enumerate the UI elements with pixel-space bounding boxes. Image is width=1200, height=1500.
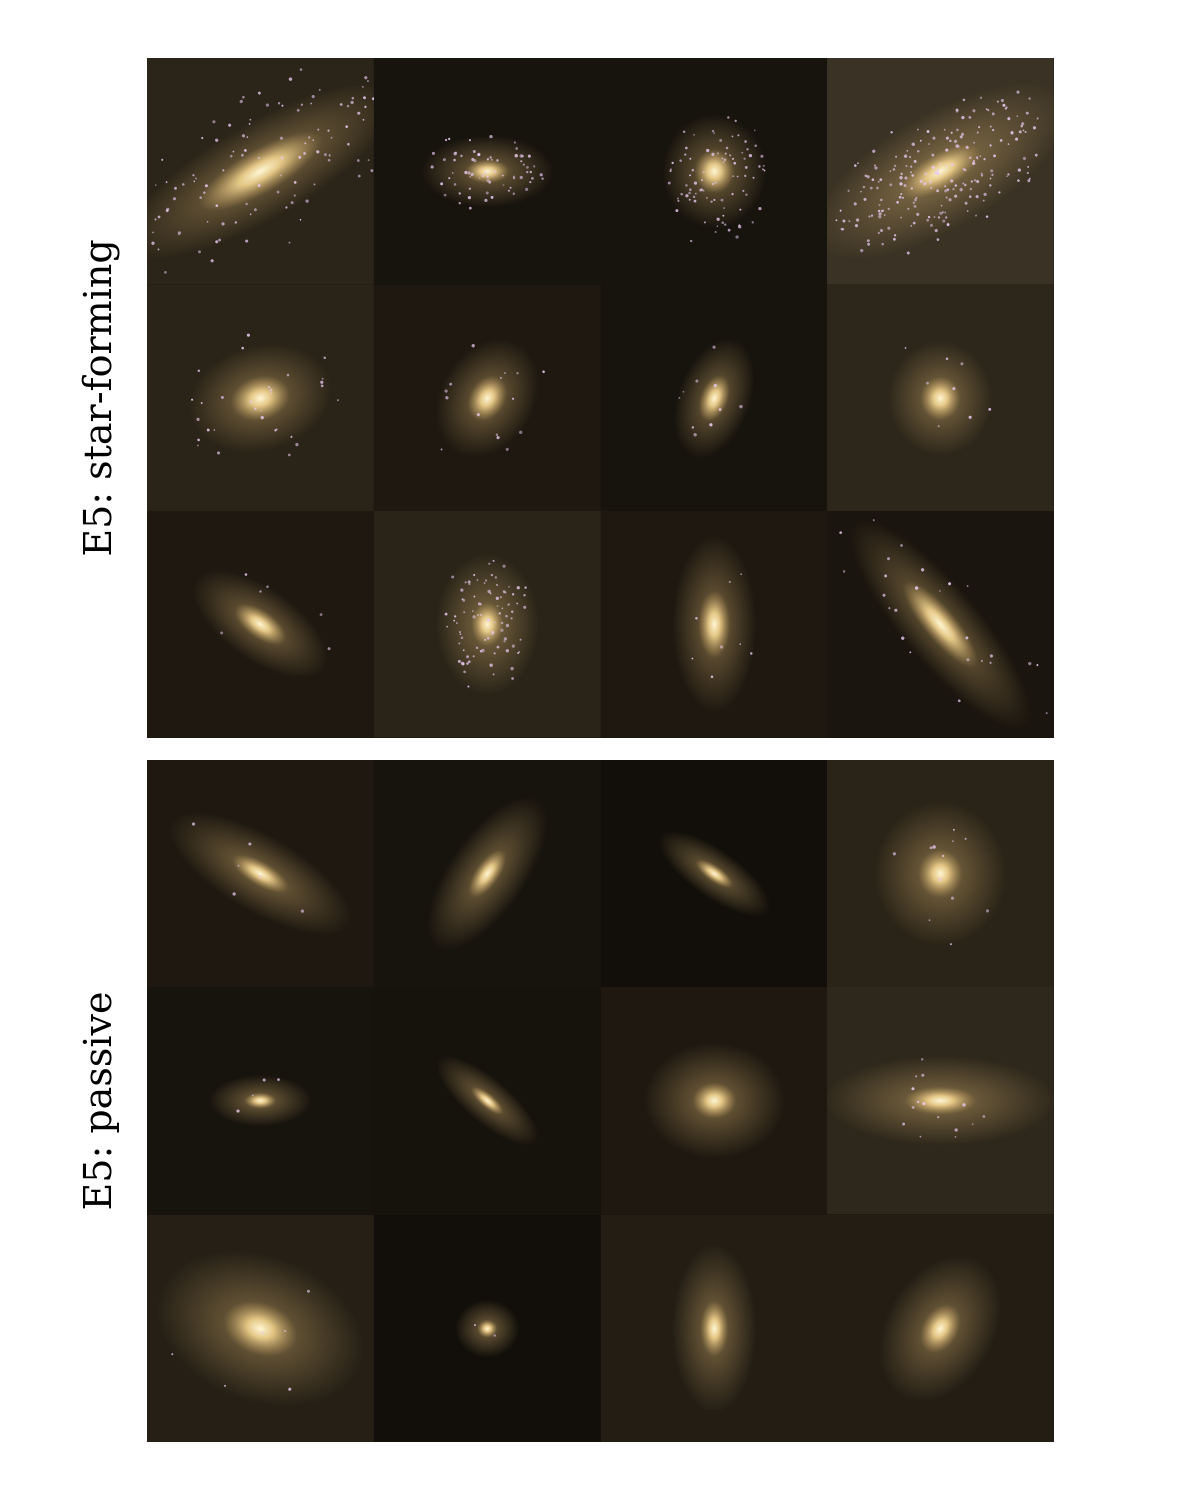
pa-galaxy-image: [827, 1214, 1054, 1442]
panel-label-star-forming: E5: star-forming: [76, 239, 120, 557]
pa-galaxy-image: [600, 987, 828, 1215]
sf-galaxy-image: [147, 284, 374, 512]
pa-galaxy-image: [373, 760, 601, 988]
panel-label-passive: E5: passive: [76, 991, 120, 1211]
pa-galaxy-image: [373, 1214, 601, 1442]
pa-galaxy-image: [827, 987, 1054, 1215]
pa-galaxy-image: [147, 760, 374, 988]
pa-galaxy-image: [827, 760, 1054, 988]
sf-galaxy-image: [827, 284, 1054, 512]
pa-galaxy-image: [600, 760, 828, 988]
sf-galaxy-image: [827, 58, 1054, 285]
sf-galaxy-image: [373, 284, 601, 512]
star-forming-galaxy-grid: [147, 58, 1054, 738]
sf-galaxy-image: [147, 58, 374, 285]
pa-galaxy-image: [147, 987, 374, 1215]
sf-galaxy-image: [600, 511, 828, 738]
pa-galaxy-image: [147, 1214, 374, 1442]
sf-galaxy-image: [827, 511, 1054, 738]
pa-galaxy-image: [373, 987, 601, 1215]
pa-galaxy-image: [600, 1214, 828, 1442]
passive-galaxy-grid: [147, 760, 1054, 1442]
sf-galaxy-image: [147, 511, 374, 738]
sf-galaxy-image: [600, 58, 828, 285]
sf-galaxy-image: [373, 58, 601, 285]
sf-galaxy-image: [600, 284, 828, 512]
sf-galaxy-image: [373, 511, 601, 738]
